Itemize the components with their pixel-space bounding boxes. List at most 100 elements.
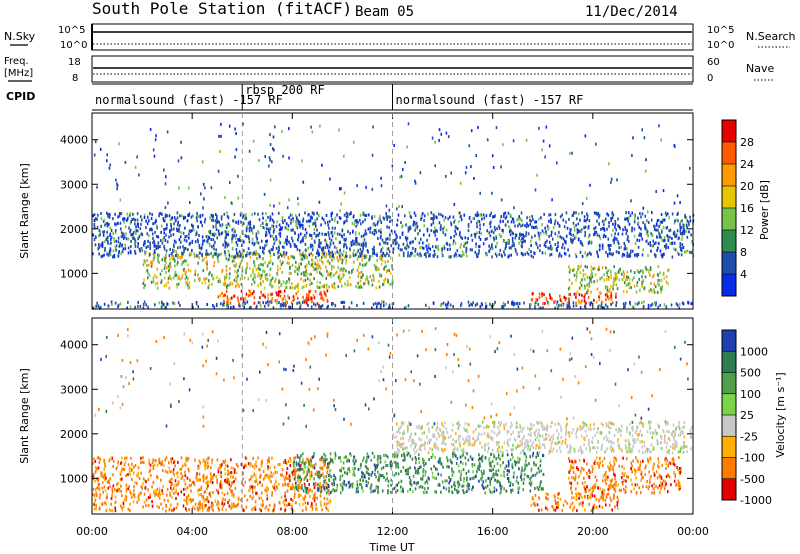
- heatmap-cell: [200, 192, 202, 196]
- heatmap-cell: [630, 199, 632, 203]
- heatmap-cell: [432, 301, 435, 305]
- heatmap-cell: [637, 216, 639, 220]
- heatmap-cell: [638, 225, 640, 229]
- heatmap-cell: [140, 471, 142, 475]
- heatmap-cell: [313, 499, 316, 503]
- heatmap-cell: [323, 475, 325, 479]
- heatmap-cell: [225, 265, 228, 268]
- heatmap-cell: [441, 254, 444, 258]
- heatmap-cell: [404, 161, 406, 164]
- heatmap-cell: [563, 225, 566, 229]
- heatmap-cell: [168, 269, 170, 273]
- heatmap-cell: [527, 232, 530, 236]
- heatmap-cell: [264, 234, 267, 237]
- heatmap-cell: [176, 475, 179, 479]
- heatmap-cell: [197, 215, 200, 219]
- heatmap-cell: [299, 303, 302, 307]
- heatmap-cell: [125, 474, 127, 477]
- heatmap-cell: [115, 500, 117, 504]
- heatmap-cell: [176, 502, 179, 506]
- heatmap-cell: [282, 221, 284, 225]
- heatmap-cell: [190, 483, 192, 487]
- heatmap-cell: [217, 506, 220, 510]
- heatmap-cell: [244, 301, 246, 305]
- heatmap-cell: [606, 295, 609, 299]
- heatmap-cell: [92, 487, 95, 491]
- heatmap-cell: [238, 250, 241, 254]
- heatmap-cell: [558, 254, 560, 258]
- heatmap-cell: [625, 217, 627, 221]
- heatmap-cell: [510, 490, 513, 494]
- heatmap-cell: [456, 249, 459, 253]
- heatmap-cell: [186, 281, 188, 285]
- heatmap-cell: [560, 254, 563, 258]
- heatmap-cell: [265, 489, 268, 493]
- heatmap-cell: [572, 269, 574, 272]
- heatmap-cell: [644, 266, 647, 270]
- heatmap-cell: [628, 216, 630, 220]
- heatmap-cell: [336, 220, 339, 224]
- heatmap-cell: [316, 228, 318, 232]
- heatmap-cell: [288, 296, 291, 300]
- heatmap-cell: [94, 306, 97, 310]
- heatmap-cell: [103, 253, 105, 257]
- heatmap-cell: [539, 249, 541, 253]
- heatmap-cell: [468, 144, 471, 148]
- heatmap-cell: [352, 229, 354, 233]
- heatmap-cell: [242, 471, 244, 475]
- heatmap-cell: [170, 457, 172, 461]
- heatmap-cell: [340, 234, 343, 238]
- heatmap-cell: [225, 290, 228, 293]
- heatmap-cell: [422, 212, 424, 216]
- heatmap-cell: [213, 264, 215, 268]
- heatmap-cell: [409, 487, 411, 491]
- heatmap-cell: [189, 241, 191, 245]
- heatmap-cell: [209, 216, 211, 220]
- heatmap-cell: [335, 237, 337, 241]
- heatmap-cell: [234, 269, 236, 273]
- heatmap-cell: [273, 228, 275, 232]
- heatmap-cell: [331, 283, 333, 287]
- heatmap-cell: [198, 488, 201, 492]
- heatmap-cell: [286, 222, 288, 226]
- heatmap-cell: [114, 245, 117, 249]
- heatmap-cell: [99, 233, 101, 237]
- heatmap-cell: [429, 253, 431, 257]
- heatmap-cell: [101, 254, 104, 258]
- heatmap-cell: [488, 456, 491, 460]
- heatmap-cell: [321, 296, 324, 300]
- heatmap-cell: [631, 229, 633, 233]
- heatmap-cell: [363, 456, 365, 460]
- heatmap-cell: [105, 222, 107, 226]
- heatmap-cell: [351, 269, 353, 273]
- heatmap-cell: [596, 219, 598, 223]
- heatmap-cell: [254, 463, 256, 466]
- heatmap-cell: [304, 253, 306, 257]
- heatmap-cell: [308, 460, 310, 464]
- heatmap-cell: [612, 287, 614, 291]
- heatmap-cell: [529, 303, 531, 307]
- heatmap-cell: [298, 220, 301, 224]
- heatmap-cell: [387, 247, 390, 251]
- heatmap-cell: [177, 482, 179, 486]
- heatmap-cell: [293, 488, 296, 492]
- heatmap-cell: [265, 301, 267, 305]
- heatmap-cell: [280, 290, 283, 294]
- heatmap-cell: [549, 246, 551, 250]
- heatmap-cell: [674, 219, 676, 223]
- heatmap-cell: [95, 507, 98, 511]
- heatmap-cell: [123, 463, 126, 467]
- heatmap-cell: [228, 283, 231, 287]
- heatmap-cell: [332, 478, 335, 482]
- heatmap-cell: [496, 241, 498, 245]
- heatmap-cell: [435, 467, 437, 471]
- heatmap-cell: [241, 269, 244, 273]
- heatmap-cell: [206, 266, 208, 270]
- heatmap-cell: [186, 495, 188, 499]
- heatmap-cell: [182, 231, 185, 235]
- heatmap-cell: [538, 217, 540, 221]
- heatmap-cell: [229, 301, 232, 305]
- heatmap-cell: [170, 228, 173, 232]
- heatmap-cell: [548, 235, 550, 238]
- heatmap-cell: [440, 304, 442, 307]
